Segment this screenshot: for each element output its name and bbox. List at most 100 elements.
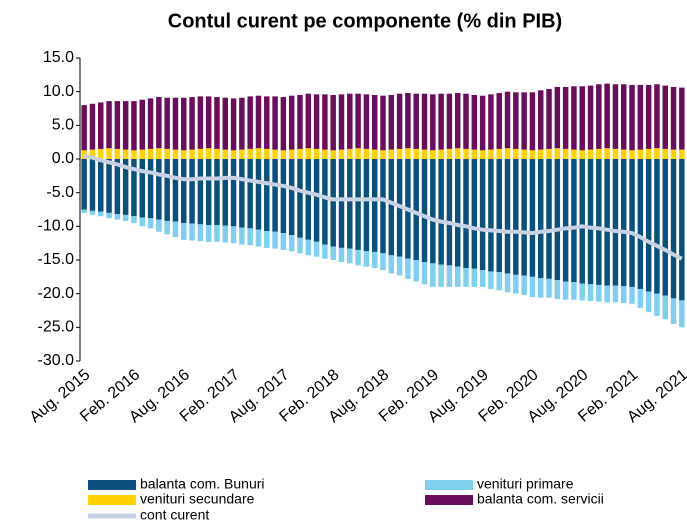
bar-segment [363,148,370,159]
bar-segment [529,150,536,159]
bar-segment [288,95,295,150]
line [83,153,683,261]
bar-segment [347,248,353,264]
bar-segment [537,278,544,298]
bar-segment [313,148,320,159]
bar-segment [546,148,552,159]
bar-segment [288,149,295,159]
bar-segment [546,278,552,298]
bar-segment [205,96,212,149]
bar-segment [513,159,519,275]
bar-segment [670,86,677,150]
bar-segment [621,84,627,150]
bar-segment [596,84,602,149]
bar-segment [521,275,527,296]
bar-segment [147,148,154,159]
bar-segment [347,159,353,249]
bar-segment [629,84,635,151]
bar-segment [438,149,444,159]
bar-segment [264,96,270,149]
bar-segment [164,148,170,159]
bar-segment [679,149,685,159]
bar-segment [230,226,237,244]
bar-segment [147,218,154,229]
bar-segment [396,93,403,149]
bar-segment [413,159,419,260]
bar-segment [679,87,685,150]
bar-segment [654,293,660,316]
bar-segment [297,95,303,149]
bar-segment [562,148,569,159]
bar-segment [172,221,179,238]
bar-segment [98,148,104,159]
bar-segment [272,96,278,150]
bar-segment [388,149,395,159]
bar-segment [471,159,478,269]
bar-segment [513,92,519,149]
y-tick-label: -25.0 [38,319,75,336]
bar-segment [504,273,511,293]
legend-label: balanta com. Bunuri [140,476,265,492]
bar-segment [297,148,303,159]
y-tick-label: 10.0 [43,83,74,100]
bar-segment [89,159,96,211]
bar-segment [679,300,685,328]
bar-segment [380,95,386,151]
bar-segment [513,274,519,294]
bar-segment [529,92,536,151]
legend-swatch [425,495,473,505]
bar-segment [347,148,353,159]
bar-segment [446,159,453,266]
bar-segment [571,86,577,150]
legend-swatch [88,480,136,490]
bar-segment [322,159,328,245]
bar-segment [645,291,652,312]
bar-segment [197,148,204,159]
bar-segment [621,159,627,287]
bar-segment [579,159,585,284]
bar-segment [139,149,145,159]
legend-label: venituri primare [477,476,574,492]
bar-segment [587,284,594,302]
bar-segment [421,93,428,150]
bar-segment [537,149,544,159]
bar-segment [463,148,469,159]
bar-segment [679,159,685,301]
bar-segment [247,148,253,159]
bar-segment [504,148,511,159]
bar-segment [496,272,502,291]
legend: balanta com. Bunuri venituri primare venit… [88,476,604,523]
bar-segment [554,86,561,149]
bar-segment [106,101,112,149]
y-tick-label: 5.0 [52,117,74,134]
bar-segment [537,90,544,150]
bar-segment [230,150,237,159]
bar-segment [596,159,602,285]
bar-segment [562,281,569,300]
bar-segment [255,95,262,149]
bar-segment [371,95,378,150]
bar-segment [239,149,245,159]
bar-segment [405,148,411,159]
bar-segment [355,93,361,149]
bar-segment [280,97,287,151]
bar-segment [454,159,461,267]
bar-segment [305,93,312,149]
y-tick-label: -30.0 [38,352,75,369]
bar-segment [122,214,129,221]
bar-segment [612,84,619,149]
bar-segment [380,159,386,254]
bar-segment [181,222,187,240]
bar-segment [322,244,328,259]
bar-segment [621,286,627,304]
bar-segment [488,94,494,150]
bar-segment [371,159,378,252]
bar-segment [637,84,644,150]
bar-segment [147,98,154,149]
bar-segment [430,94,436,151]
bar-segment [654,159,660,294]
bar-segment [645,159,652,292]
bar-segment [255,148,262,159]
bar-segment [670,298,677,324]
bar-segment [272,149,278,159]
